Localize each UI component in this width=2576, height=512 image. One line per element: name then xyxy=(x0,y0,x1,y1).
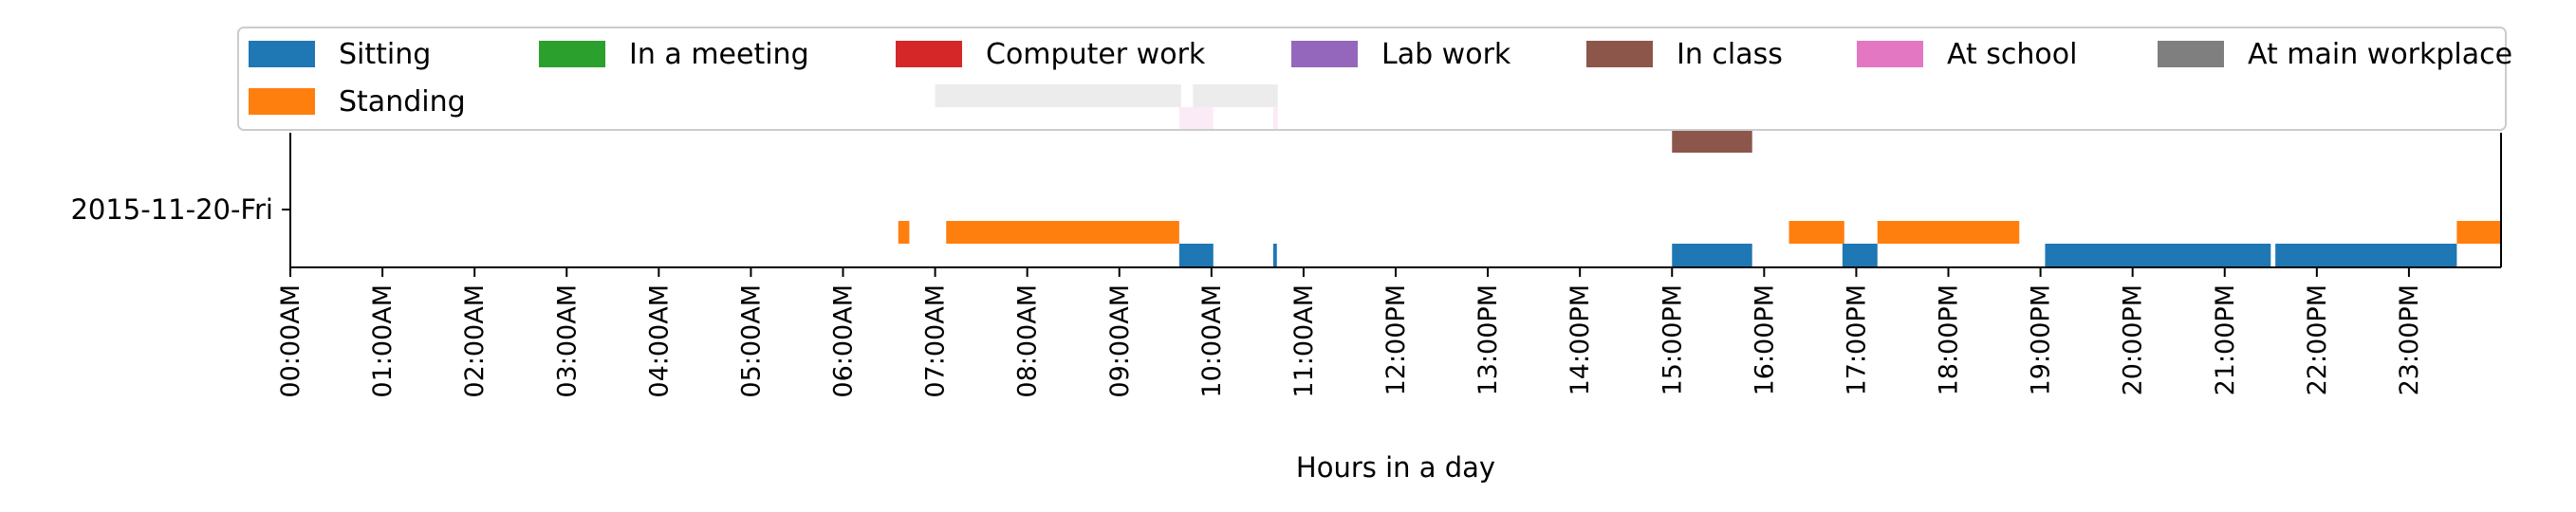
legend-frame xyxy=(237,27,2507,131)
legend: Sitting Standing In a meeting Computer work… xyxy=(237,27,2512,131)
bar-standing-0 xyxy=(898,221,910,244)
x-tick-label: 05:00AM xyxy=(736,284,766,398)
x-tick-label: 23:00PM xyxy=(2395,284,2424,395)
x-tick-label: 18:00PM xyxy=(1935,284,1964,395)
bar-sitting-0 xyxy=(1178,244,1214,266)
row-label: 2015-11-20-Fri xyxy=(70,193,273,226)
legend-swatch-lab-work xyxy=(1291,41,1358,67)
x-tick-label: 04:00AM xyxy=(644,284,674,398)
legend-swatch-in-a-meeting xyxy=(539,41,605,67)
bar-sitting-5 xyxy=(2275,244,2457,266)
x-tick-label: 09:00AM xyxy=(1105,284,1135,398)
legend-swatch-computer-work xyxy=(896,41,962,67)
x-tick-label: 15:00PM xyxy=(1658,284,1687,395)
legend-label-standing: Standing xyxy=(339,85,466,119)
bar-in-class-0 xyxy=(1672,130,1752,153)
x-tick-label: 12:00PM xyxy=(1381,284,1411,395)
x-tick-label: 02:00AM xyxy=(460,284,490,398)
legend-label-in-class: In class xyxy=(1677,38,1783,71)
x-tick-label: 10:00AM xyxy=(1197,284,1227,398)
x-tick-label: 20:00PM xyxy=(2119,284,2148,395)
x-tick-label: 14:00PM xyxy=(1566,284,1595,395)
legend-label-sitting: Sitting xyxy=(339,38,431,71)
axes: 00:00AM 01:00AM 02:00AM 03:00AM 04:00AM 05:00… xyxy=(70,133,2502,484)
bar-sitting-1 xyxy=(1272,244,1277,266)
bar-standing-2 xyxy=(1788,221,1844,244)
x-tick-label: 22:00PM xyxy=(2303,284,2332,395)
bar-standing-1 xyxy=(946,221,1179,244)
bar-sitting-4 xyxy=(2045,244,2271,266)
x-tick-label: 00:00AM xyxy=(276,284,306,398)
legend-swatch-at-main-workplace xyxy=(2158,41,2224,67)
legend-swatch-sitting xyxy=(249,41,315,67)
legend-label-at-main-workplace: At main workplace xyxy=(2248,38,2512,71)
x-tick-label: 08:00AM xyxy=(1013,284,1043,398)
x-tick-label: 01:00AM xyxy=(368,284,398,398)
x-tick-label: 16:00PM xyxy=(1750,284,1779,395)
bar-sitting-2 xyxy=(1672,244,1752,266)
x-ticks: 00:00AM 01:00AM 02:00AM 03:00AM 04:00AM 05:00… xyxy=(276,267,2424,398)
bar-sitting-3 xyxy=(1842,244,1878,266)
x-axis-label: Hours in a day xyxy=(1296,451,1495,484)
bar-standing-3 xyxy=(1877,221,2020,244)
x-tick-label: 06:00AM xyxy=(829,284,859,398)
legend-swatch-at-school xyxy=(1857,41,1923,67)
x-tick-label: 07:00AM xyxy=(921,284,951,398)
x-tick-label: 03:00AM xyxy=(552,284,582,398)
legend-label-at-school: At school xyxy=(1947,38,2077,71)
bar-standing-4 xyxy=(2456,221,2501,244)
legend-label-in-a-meeting: In a meeting xyxy=(629,38,809,71)
legend-swatch-standing xyxy=(249,88,315,115)
x-tick-label: 21:00PM xyxy=(2211,284,2240,395)
x-tick-label: 19:00PM xyxy=(2027,284,2056,395)
x-tick-label: 17:00PM xyxy=(1842,284,1871,395)
legend-label-lab-work: Lab work xyxy=(1381,38,1511,71)
legend-label-computer-work: Computer work xyxy=(986,38,1206,71)
x-tick-label: 11:00AM xyxy=(1289,284,1319,398)
x-tick-label: 13:00PM xyxy=(1473,284,1503,395)
legend-swatch-in-class xyxy=(1586,41,1653,67)
